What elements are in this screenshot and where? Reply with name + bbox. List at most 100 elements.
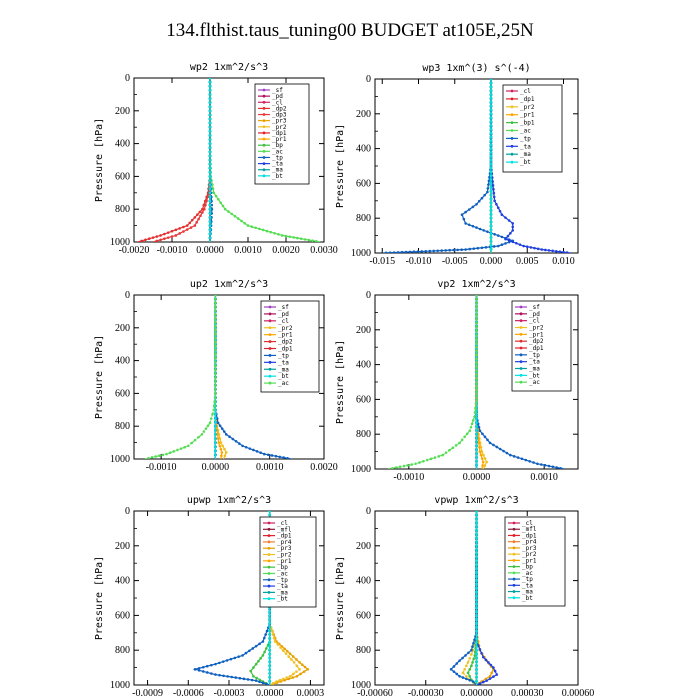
series-point-bt xyxy=(489,162,493,166)
series-point-ac xyxy=(460,438,464,442)
series-point-ac xyxy=(437,455,441,458)
y-tick-label: 600 xyxy=(115,388,130,399)
series-point-bt xyxy=(475,459,478,463)
legend-marker xyxy=(519,326,523,329)
series-point-tp xyxy=(214,662,217,666)
series-point-ac xyxy=(475,369,478,373)
series-line-dp3 xyxy=(152,78,211,242)
series-point-dp3 xyxy=(159,238,162,242)
legend-label: _sf xyxy=(272,87,283,94)
series-point-bt xyxy=(475,540,478,544)
series-point-pr3 xyxy=(303,665,307,669)
series-point-ac xyxy=(475,365,478,369)
series-point-pr3 xyxy=(295,658,298,661)
series-point-bt xyxy=(489,131,493,135)
series-point-ta xyxy=(484,658,488,662)
series-point-bt xyxy=(475,652,478,656)
series-point-bt xyxy=(208,142,212,145)
series-point-dp2 xyxy=(178,227,181,230)
series-point-tp xyxy=(201,665,205,669)
series-point-ta xyxy=(565,251,569,253)
series-point-dp2 xyxy=(185,224,189,227)
series-point-tp xyxy=(230,675,234,679)
series-point-bt xyxy=(475,567,478,571)
series-point-pr2 xyxy=(275,680,278,683)
y-tick-label: 0 xyxy=(366,290,371,301)
series-point-dp3 xyxy=(189,226,193,229)
series-point-ac xyxy=(168,451,172,455)
series-point-bt xyxy=(208,171,212,174)
legend-label: _pr4 xyxy=(277,539,292,546)
series-point-ac xyxy=(269,230,273,234)
panel-title: wp3 1xm^(3) s^(-4) xyxy=(422,63,530,74)
series-point-pr3 xyxy=(286,649,289,653)
series-point-ac xyxy=(221,204,225,208)
legend-marker xyxy=(268,340,272,343)
series-point-tp xyxy=(543,463,547,467)
series-point-ac xyxy=(475,301,478,305)
series-point-tp xyxy=(262,452,266,456)
series-point-bt xyxy=(475,343,478,347)
series-point-tp xyxy=(222,430,226,433)
legend-label: _ma xyxy=(522,589,533,596)
y-tick-label: 200 xyxy=(115,106,130,117)
legend-marker xyxy=(519,353,523,357)
series-point-pr2 xyxy=(482,453,485,457)
legend: _sf_pd_cl_dp2_dp3_pr3_pr2_dp1_pr1_bp_ac_… xyxy=(254,83,310,185)
series-point-pr3 xyxy=(295,675,299,678)
legend-label: _pr2 xyxy=(277,552,292,559)
series-point-bt xyxy=(268,629,272,633)
series-point-ac xyxy=(296,236,299,240)
series-point-bt xyxy=(475,610,478,613)
legend-label: _pr2 xyxy=(278,325,293,332)
series-point-bt xyxy=(489,224,493,228)
series-point-dp3 xyxy=(155,239,159,242)
series-point-bt xyxy=(475,621,478,625)
series-point-ac xyxy=(414,462,417,466)
legend-label: _tp xyxy=(529,352,540,359)
series-point-pr1 xyxy=(481,460,485,464)
x-tick-label: 0.0030 xyxy=(310,245,338,256)
series-point-tp xyxy=(480,196,484,200)
series-point-dp3 xyxy=(203,207,206,211)
series-point-pr2 xyxy=(295,670,298,673)
series-point-bt xyxy=(489,201,493,205)
series-point-bt xyxy=(268,664,272,667)
series-point-tp xyxy=(220,427,224,430)
legend-label: _dp1 xyxy=(529,345,544,352)
series-point-ac xyxy=(451,446,455,450)
series-point-ac xyxy=(223,207,227,211)
series-point-bt xyxy=(268,652,272,656)
series-point-pr3 xyxy=(488,675,492,678)
series-point-ac xyxy=(214,388,217,391)
chart-panel-3: vp2 1xm^2/s^3 Pressure [hPa] 0 200 400 600 800… xyxy=(335,279,579,483)
series-point-bt xyxy=(489,135,493,139)
series-point-ac xyxy=(161,453,165,457)
legend-label: _pr4 xyxy=(522,539,537,546)
series-point-ta xyxy=(488,677,492,680)
series-point-tp xyxy=(483,435,487,439)
series-point-dp3 xyxy=(185,228,189,231)
series-point-ta xyxy=(478,648,482,651)
series-point-ta xyxy=(518,243,522,246)
legend-marker xyxy=(262,149,266,153)
legend-label: _mfl xyxy=(277,526,292,533)
series-point-tp xyxy=(488,441,492,445)
x-tick-label: 0.0000 xyxy=(202,462,230,473)
series-point-bt xyxy=(489,166,493,170)
series-point-bt xyxy=(208,113,212,117)
series-point-tp xyxy=(221,660,225,663)
series-point-ta xyxy=(562,250,565,253)
y-axis-label: Pressure [hPa] xyxy=(335,124,346,208)
series-point-bt xyxy=(208,105,212,108)
series-point-ac xyxy=(214,329,217,332)
series-point-tp xyxy=(254,644,258,648)
legend-marker xyxy=(262,137,266,141)
y-tick-label: 1000 xyxy=(351,464,371,475)
series-point-pr2 xyxy=(298,668,301,671)
series-point-tp xyxy=(449,668,453,671)
series-point-tp xyxy=(464,654,467,657)
series-point-bt xyxy=(475,637,478,640)
series-point-tp xyxy=(456,248,459,252)
